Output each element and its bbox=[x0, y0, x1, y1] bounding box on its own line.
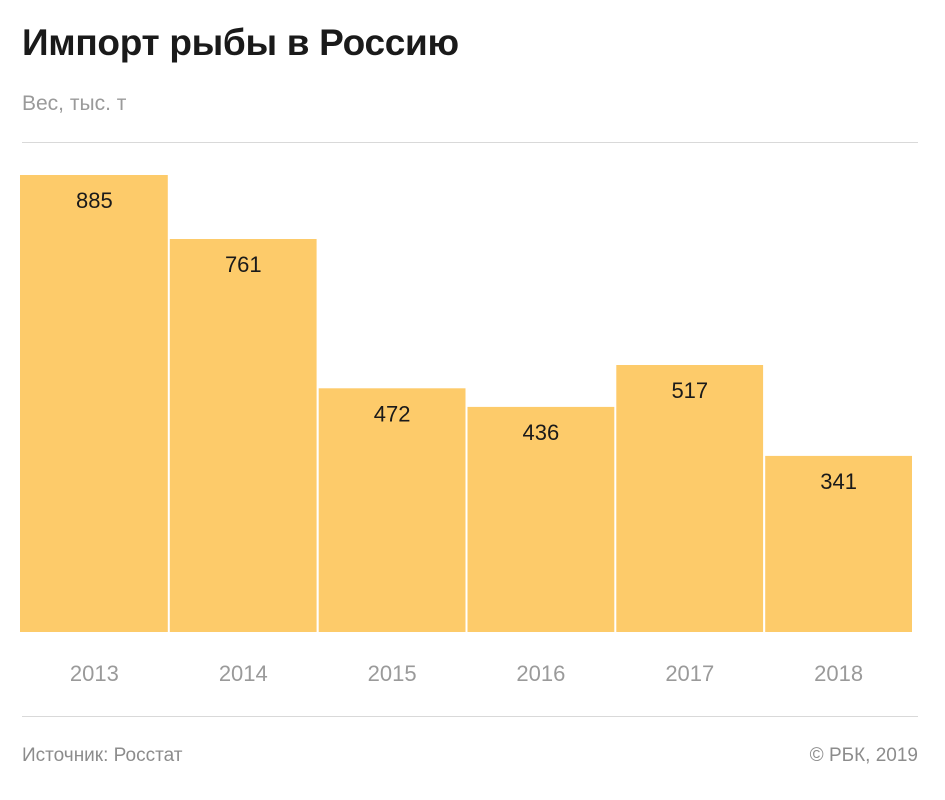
x-tick-label-2014: 2014 bbox=[219, 661, 268, 686]
value-label-2014: 761 bbox=[225, 252, 262, 277]
chart-subtitle: Вес, тыс. т bbox=[22, 92, 127, 115]
value-label-2017: 517 bbox=[671, 378, 708, 403]
value-label-2015: 472 bbox=[374, 401, 411, 426]
x-tick-label-2016: 2016 bbox=[516, 661, 565, 686]
bar-chart: 885 2013 761 2014 472 2015 436 2016 517 2017 341 20… bbox=[20, 175, 912, 686]
bar-2016 bbox=[467, 406, 615, 632]
top-divider bbox=[22, 142, 918, 143]
bar-2018 bbox=[765, 455, 912, 632]
chart-title: Импорт рыбы в Россию bbox=[22, 22, 459, 63]
copyright-note: © РБК, 2019 bbox=[809, 745, 918, 766]
bar-2015 bbox=[318, 388, 466, 632]
source-note: Источник: Росстат bbox=[22, 745, 183, 766]
x-tick-label-2017: 2017 bbox=[665, 661, 714, 686]
x-tick-label-2013: 2013 bbox=[70, 661, 119, 686]
bar-2013 bbox=[20, 175, 168, 632]
value-label-2018: 341 bbox=[820, 469, 857, 494]
bar-2014 bbox=[169, 239, 317, 632]
bottom-divider bbox=[22, 716, 918, 717]
bar-2017 bbox=[616, 365, 764, 632]
x-tick-label-2015: 2015 bbox=[368, 661, 417, 686]
value-label-2013: 885 bbox=[76, 188, 113, 213]
value-label-2016: 436 bbox=[523, 420, 560, 445]
x-tick-label-2018: 2018 bbox=[814, 661, 863, 686]
